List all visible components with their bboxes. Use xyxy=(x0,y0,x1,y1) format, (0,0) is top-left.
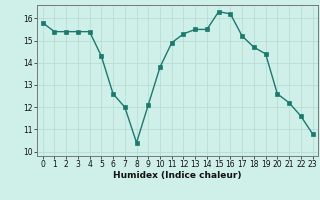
X-axis label: Humidex (Indice chaleur): Humidex (Indice chaleur) xyxy=(113,171,242,180)
